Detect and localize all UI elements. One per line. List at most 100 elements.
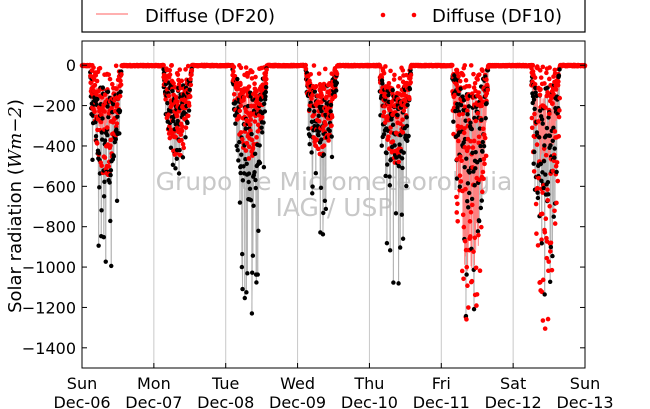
df10-point xyxy=(557,108,562,113)
df10-point xyxy=(326,138,331,143)
df10-point xyxy=(460,111,466,117)
black-point xyxy=(253,185,258,191)
black-point xyxy=(99,208,104,213)
df10-point xyxy=(538,75,544,80)
x-tick-label-day: Thu xyxy=(353,374,384,393)
x-tick-label-day: Wed xyxy=(280,374,315,393)
df10-point xyxy=(480,99,485,105)
x-tick-label-day: Sat xyxy=(500,374,526,393)
df10-point xyxy=(461,130,467,136)
df10-point xyxy=(407,96,412,102)
df10-point xyxy=(334,71,340,77)
df10-point xyxy=(462,63,468,68)
watermark: Grupo de Micrometeorologia IAG / USP xyxy=(156,167,513,222)
black-point xyxy=(407,86,413,92)
df10-point xyxy=(114,121,120,126)
df10-point xyxy=(543,216,549,222)
df10-point xyxy=(557,95,563,101)
black-point xyxy=(320,232,326,237)
black-point xyxy=(169,109,174,114)
black-point xyxy=(248,198,254,203)
df10-point xyxy=(236,113,242,119)
df10-point xyxy=(472,80,478,86)
black-point xyxy=(257,160,263,166)
df10-point xyxy=(263,76,269,82)
black-point xyxy=(454,176,460,181)
df10-point xyxy=(167,72,173,77)
df10-point xyxy=(532,111,537,117)
df10-point xyxy=(231,92,237,97)
x-tick-label-date: Dec-11 xyxy=(413,393,470,409)
df10-point xyxy=(542,230,548,235)
black-point xyxy=(542,143,547,148)
black-point xyxy=(538,161,544,167)
df10-point xyxy=(480,169,486,175)
df10-point xyxy=(549,267,555,273)
black-point xyxy=(235,148,240,153)
black-point xyxy=(544,125,550,131)
df10-point xyxy=(247,122,253,127)
df10-point xyxy=(332,66,338,71)
black-point xyxy=(115,114,120,119)
df10-point xyxy=(479,103,484,109)
black-point xyxy=(250,253,256,258)
black-point xyxy=(307,107,312,112)
df10-point xyxy=(189,68,195,74)
black-point xyxy=(247,186,253,191)
df10-point xyxy=(117,93,123,99)
black-point xyxy=(252,169,257,175)
df10-point xyxy=(185,113,191,119)
df10-point xyxy=(177,67,183,72)
df10-point xyxy=(383,64,388,69)
x-tick-label-date: Dec-07 xyxy=(125,393,182,409)
black-point xyxy=(108,218,113,224)
df10-point xyxy=(462,145,468,150)
df10-point xyxy=(534,231,539,236)
black-point xyxy=(243,157,248,162)
df10-point xyxy=(476,232,481,238)
black-point xyxy=(473,166,478,171)
df10-point xyxy=(462,104,468,110)
black-point xyxy=(107,180,112,185)
black-point xyxy=(249,131,254,137)
black-point xyxy=(103,259,108,264)
black-point xyxy=(257,143,262,148)
df10-point xyxy=(549,95,555,101)
black-point xyxy=(118,89,123,95)
y-tick-label: −1400 xyxy=(22,339,76,358)
df10-point xyxy=(91,65,96,70)
df10-point xyxy=(457,78,463,84)
df10-point xyxy=(547,203,552,209)
x-tick-label-day: Sun xyxy=(67,374,97,393)
black-point xyxy=(380,81,385,86)
black-point xyxy=(464,272,469,277)
df10-point xyxy=(468,209,474,215)
black-point xyxy=(397,142,402,147)
black-point xyxy=(451,119,456,124)
black-point xyxy=(113,136,118,142)
df10-point xyxy=(382,120,388,125)
black-point xyxy=(323,206,329,212)
df10-point xyxy=(455,70,460,76)
df10-point xyxy=(386,80,392,86)
df10-point xyxy=(97,65,103,71)
df10-point xyxy=(481,176,486,182)
df10-point xyxy=(542,326,548,331)
black-point xyxy=(541,185,546,191)
black-point xyxy=(101,194,107,199)
df10-point xyxy=(249,137,255,143)
black-point xyxy=(379,143,384,148)
black-point xyxy=(240,178,246,183)
black-point xyxy=(233,121,238,126)
df10-point xyxy=(465,283,470,288)
df10-point xyxy=(466,83,472,89)
df10-point xyxy=(114,102,120,107)
black-point xyxy=(96,243,101,248)
df10-point xyxy=(250,69,255,75)
df10-point xyxy=(457,173,463,178)
df10-point xyxy=(381,109,387,115)
df10-point xyxy=(167,67,173,73)
black-point xyxy=(545,85,550,90)
df10-point xyxy=(238,65,244,71)
df10-point xyxy=(474,292,480,297)
